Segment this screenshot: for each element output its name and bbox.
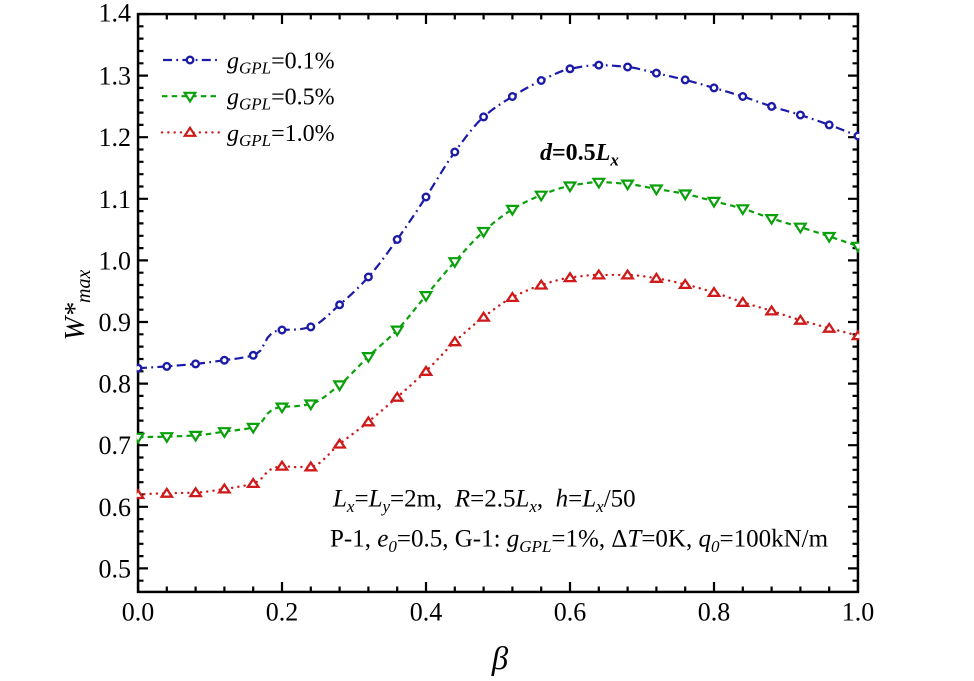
svg-text:0.7: 0.7 [99, 431, 132, 460]
svg-text:1.0: 1.0 [99, 246, 132, 275]
svg-text:1.0: 1.0 [842, 598, 875, 627]
svg-text:0.8: 0.8 [698, 598, 731, 627]
svg-text:1.3: 1.3 [99, 62, 132, 91]
svg-text:1.1: 1.1 [99, 185, 132, 214]
svg-text:W*max: W*max [60, 270, 95, 341]
svg-text:0.2: 0.2 [266, 598, 299, 627]
svg-text:1.2: 1.2 [99, 123, 132, 152]
svg-text:gGPL=1.0%: gGPL=1.0% [227, 121, 335, 150]
svg-text:gGPL=0.5%: gGPL=0.5% [227, 85, 335, 114]
svg-text:β: β [491, 641, 509, 677]
svg-text:0.0: 0.0 [122, 598, 155, 627]
svg-text:0.5: 0.5 [99, 554, 132, 583]
svg-text:Lx=Ly=2m, R=2.5Lx, h=Lx/50: Lx=Ly=2m, R=2.5Lx, h=Lx/50 [332, 486, 636, 517]
svg-text:0.6: 0.6 [554, 598, 587, 627]
svg-text:1.4: 1.4 [99, 0, 132, 28]
svg-text:0.6: 0.6 [99, 493, 132, 522]
svg-text:0.4: 0.4 [410, 598, 443, 627]
svg-text:gGPL=0.1%: gGPL=0.1% [227, 48, 335, 77]
svg-text:d=0.5Lx: d=0.5Lx [540, 140, 619, 170]
svg-text:0.9: 0.9 [99, 308, 132, 337]
svg-text:0.8: 0.8 [99, 370, 132, 399]
svg-text:P-1, e0=0.5, G-1: gGPL=1%, ΔT=: P-1, e0=0.5, G-1: gGPL=1%, ΔT=0K, q0=100… [330, 526, 829, 557]
